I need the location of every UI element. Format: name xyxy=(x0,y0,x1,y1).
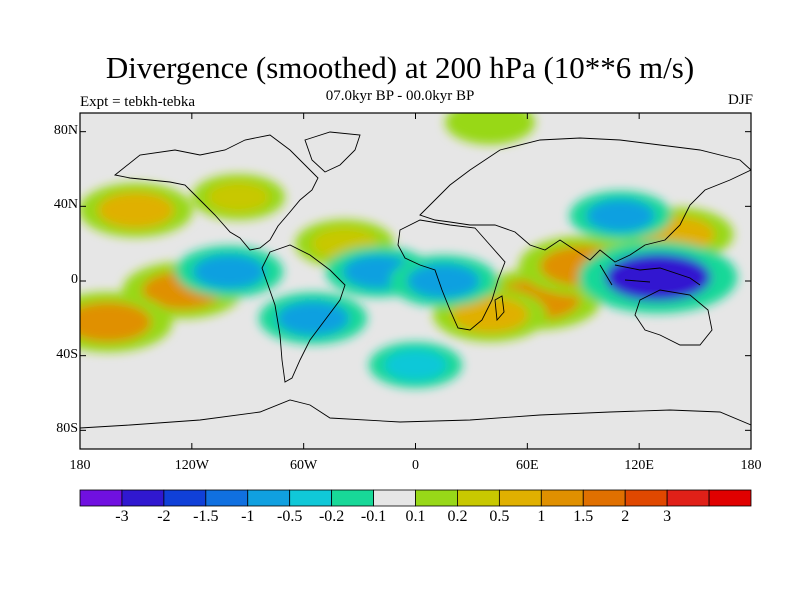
colorbar-label-12: 2 xyxy=(621,508,630,525)
divergence-field xyxy=(80,113,738,388)
south-america-coastline xyxy=(261,244,346,383)
colorbar-label-3: -1 xyxy=(241,508,255,525)
y-tick-label-2: 0 xyxy=(71,272,78,287)
colorbar-swatch-5 xyxy=(289,489,333,507)
greenland-coastline xyxy=(304,131,361,173)
central-africa-negative xyxy=(407,263,480,299)
maritime-continent-coastline xyxy=(599,264,701,286)
colorbar-label-8: 0.2 xyxy=(447,508,468,525)
chart-title: Divergence (smoothed) at 200 hPa (10**6 … xyxy=(105,50,695,85)
eurasia-coastline xyxy=(419,137,751,263)
colorbar-label-1: -2 xyxy=(157,508,171,525)
colorbar-label-4: -0.5 xyxy=(277,508,303,525)
field-blobs xyxy=(80,113,738,388)
colorbar-swatch-7 xyxy=(373,489,416,507)
colorbar-label-9: 0.5 xyxy=(489,508,510,525)
y-tick-label-0: 80N xyxy=(53,122,78,138)
madagascar-coastline xyxy=(494,295,505,322)
x-tick-label-4: 60E xyxy=(516,458,539,473)
colorbar-label-0: -3 xyxy=(115,508,129,525)
season-label: DJF xyxy=(727,92,753,108)
x-tick-label-0: 180 xyxy=(69,458,91,473)
colorbar-label-6: -0.1 xyxy=(360,508,387,525)
x-tick-label-5: 120E xyxy=(624,458,654,473)
colorbar-label-2: -1.5 xyxy=(193,508,219,525)
coastlines xyxy=(80,131,751,429)
colorbar-swatch-3 xyxy=(205,489,249,507)
east-asia-negative xyxy=(586,199,655,233)
x-tick-label-3: 0 xyxy=(412,458,419,473)
colorbar-swatch-1 xyxy=(121,489,165,507)
tropical-pacific-negative xyxy=(193,254,266,289)
north-america-positive xyxy=(207,181,270,213)
colorbar-label-10: 1 xyxy=(537,508,546,525)
colorbar-swatch-8 xyxy=(415,489,458,507)
x-tick-label-2: 60W xyxy=(290,458,318,473)
colorbar-label-7: 0.1 xyxy=(405,508,426,525)
colorbar xyxy=(79,489,752,507)
colorbar-swatch-12 xyxy=(582,489,626,507)
maritime-continent-negative xyxy=(604,253,711,302)
south-pacific-positive xyxy=(80,302,151,343)
x-tick-label-1: 120W xyxy=(174,458,209,473)
south-america-negative xyxy=(276,301,349,336)
colorbar-label-11: 1.5 xyxy=(573,508,594,525)
colorbar-swatch-4 xyxy=(247,489,291,507)
north-america-coastline xyxy=(113,134,319,251)
experiment-label: Expt = tebkh-tebka xyxy=(80,94,196,110)
x-tick-label-6: 180 xyxy=(740,458,762,473)
colorbar-swatch-11 xyxy=(540,489,584,507)
colorbar-label-5: -0.2 xyxy=(318,508,345,525)
period-label: 07.0kyr BP - 00.0kyr BP xyxy=(325,88,475,104)
arctic-positive xyxy=(460,113,521,138)
colorbar-label-13: 3 xyxy=(663,508,672,525)
y-tick-label-1: 40N xyxy=(53,197,78,213)
eastern-pacific-nh-convergence xyxy=(97,192,174,229)
colorbar-swatch-14 xyxy=(666,489,710,507)
colorbar-swatch-6 xyxy=(331,489,374,507)
y-tick-label-3: 40S xyxy=(56,346,78,362)
colorbar-swatch-15 xyxy=(708,489,752,507)
colorbar-swatch-10 xyxy=(498,489,542,507)
africa-sh-positive xyxy=(452,296,529,333)
colorbar-swatch-0 xyxy=(79,489,123,507)
colorbar-swatch-13 xyxy=(624,489,668,507)
antarctica-coastline xyxy=(80,399,751,429)
colorbar-swatch-2 xyxy=(163,489,207,507)
axis-ticks xyxy=(79,113,752,449)
australia-coastline xyxy=(634,289,713,346)
colorbar-swatch-9 xyxy=(457,489,500,507)
southern-ocean-negative xyxy=(384,349,447,381)
africa-coastline xyxy=(397,219,506,331)
y-tick-label-4: 80S xyxy=(56,421,78,437)
